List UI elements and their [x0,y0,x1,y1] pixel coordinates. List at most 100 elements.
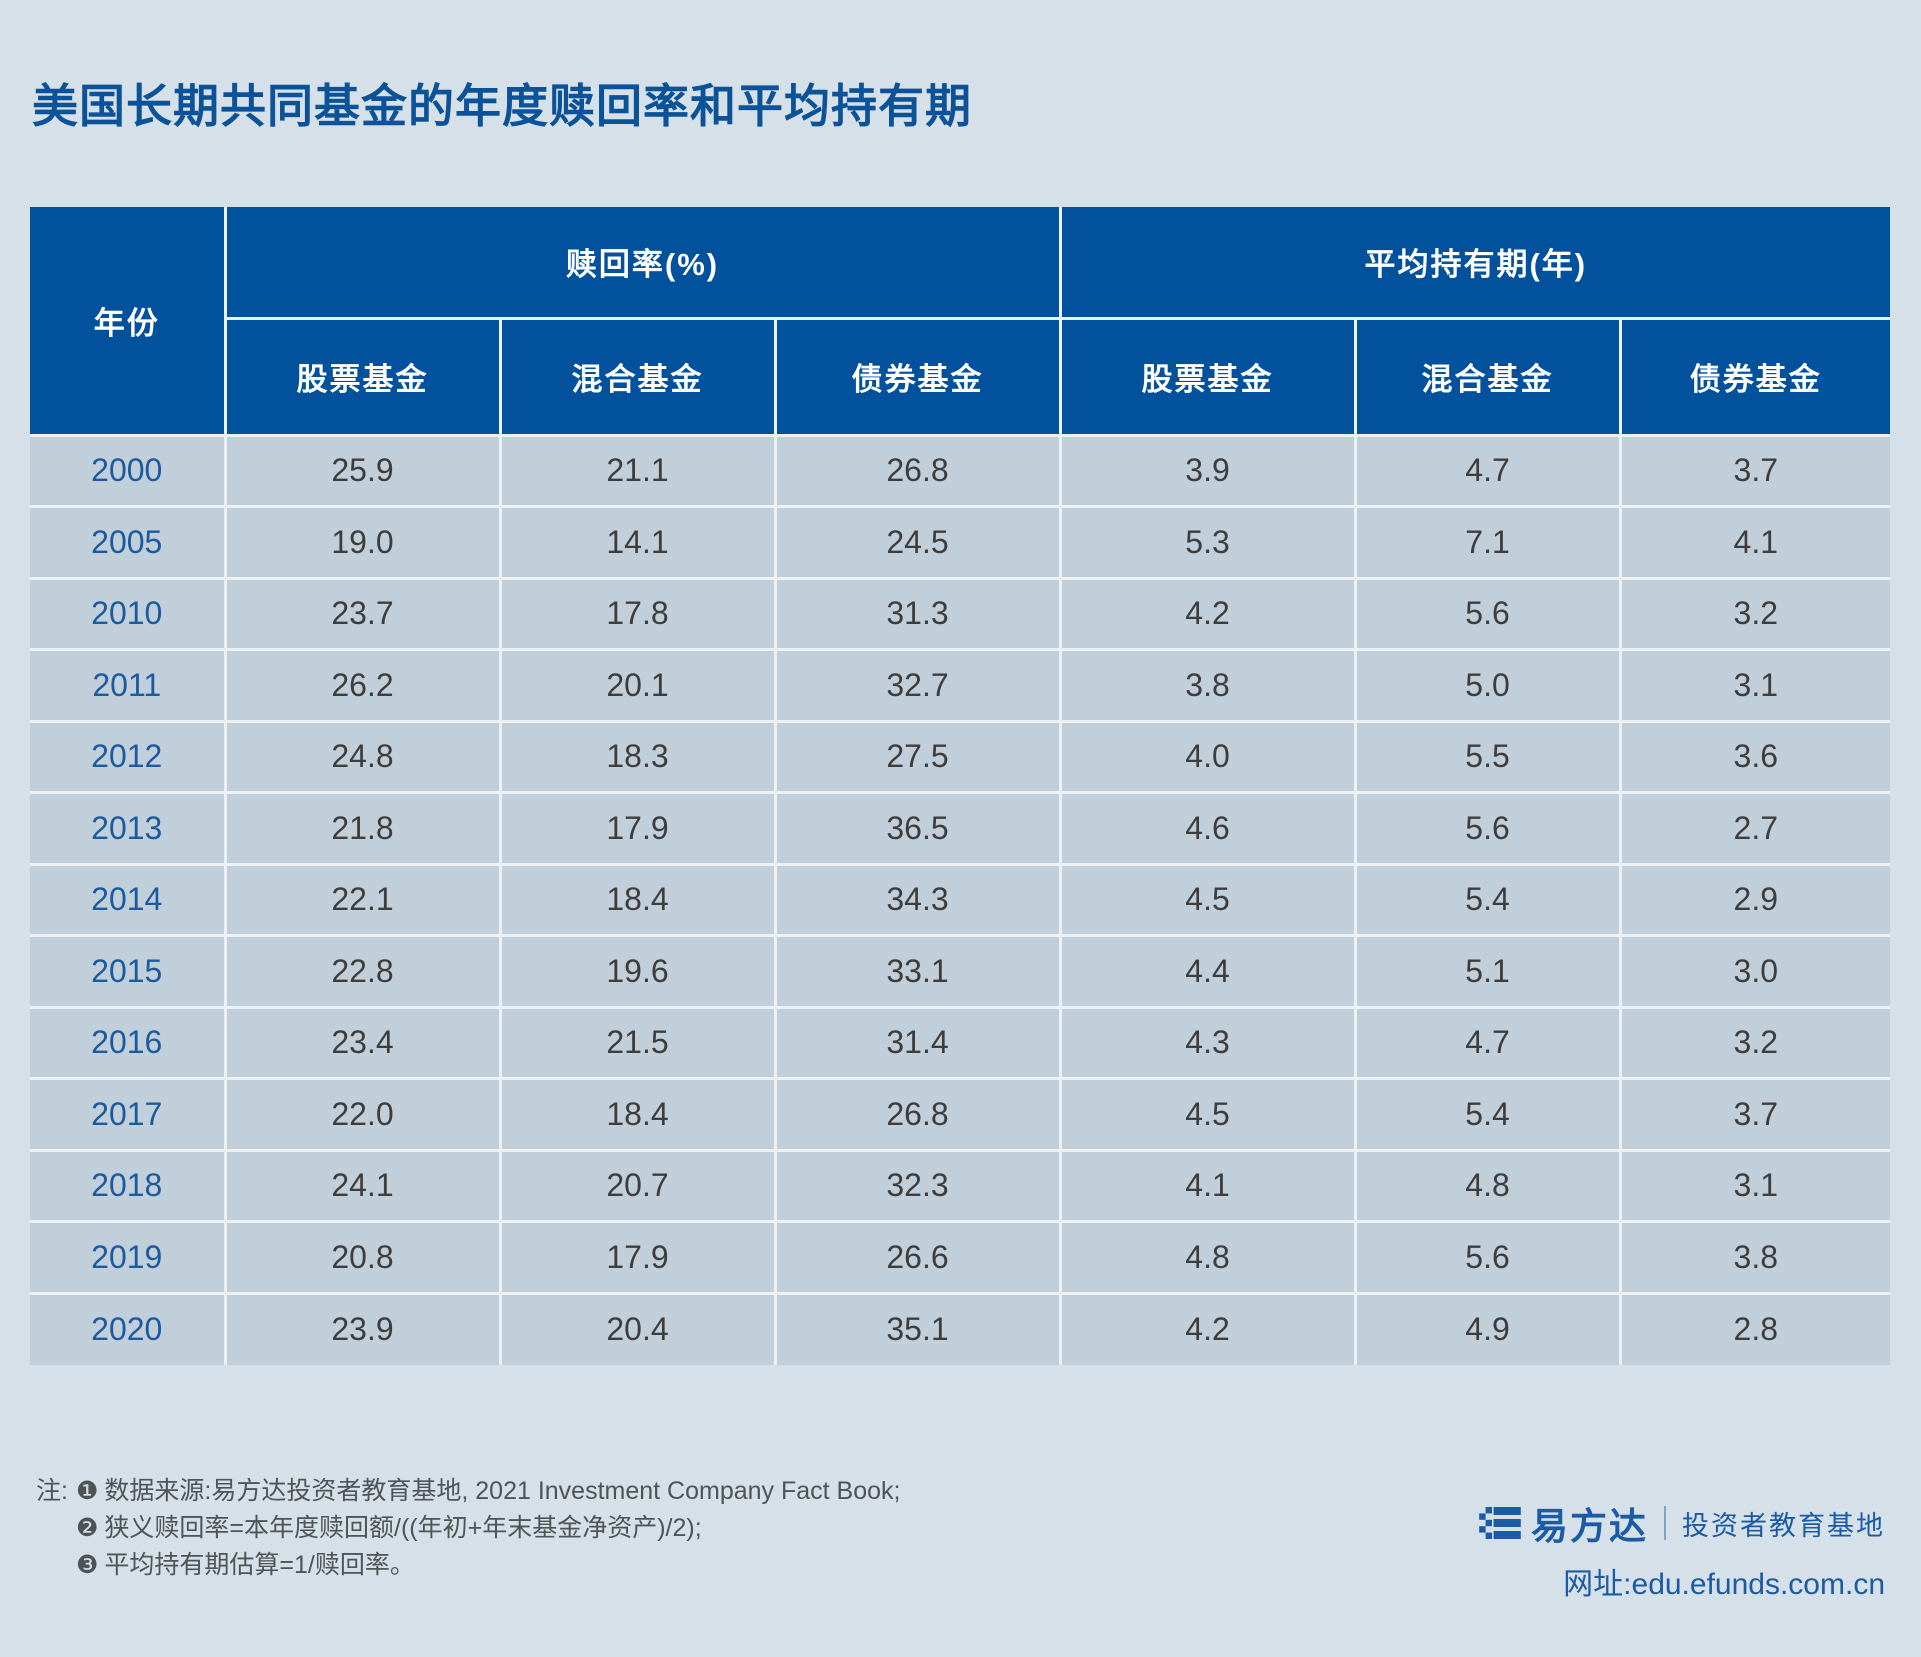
notes: 注: ❶ 数据来源:易方达投资者教育基地, 2021 Investment Comp… [36,1473,900,1584]
efunds-logo-icon [1479,1507,1521,1539]
value-cell: 17.8 [498,576,777,651]
year-cell: 2019 [28,1220,227,1295]
value-cell: 20.7 [498,1148,777,1223]
year-cell: 2011 [28,648,227,723]
value-cell: 19.6 [498,934,777,1009]
value-cell: 5.5 [1353,719,1622,794]
value-cell: 26.6 [773,1220,1062,1295]
value-cell: 5.6 [1353,791,1622,866]
value-cell: 4.8 [1353,1148,1622,1223]
value-cell: 24.1 [223,1148,502,1223]
note-text-1: 数据来源:易方达投资者教育基地, 2021 Investment Company… [104,1477,901,1505]
note-bullet-3: ❸ [76,1551,99,1579]
value-cell: 3.2 [1618,576,1892,651]
table-row: 2020 23.9 20.4 35.1 4.2 4.9 2.8 [28,1291,1892,1366]
value-cell: 36.5 [773,791,1062,866]
value-cell: 5.1 [1353,934,1622,1009]
brand-name: 易方达 [1531,1506,1648,1547]
value-cell: 4.3 [1058,1005,1357,1080]
page-title: 美国长期共同基金的年度赎回率和平均持有期 [32,80,972,132]
value-cell: 4.1 [1618,505,1892,580]
value-cell: 26.8 [773,1077,1062,1152]
value-cell: 32.7 [773,648,1062,723]
year-cell: 2017 [28,1077,227,1152]
holding-bond-header: 债券基金 [1618,316,1892,437]
value-cell: 3.1 [1618,1148,1892,1223]
value-cell: 4.4 [1058,934,1357,1009]
table-row: 2018 24.1 20.7 32.3 4.1 4.8 3.1 [28,1148,1892,1223]
header-sub-row: 股票基金 混合基金 债券基金 股票基金 混合基金 债券基金 [30,316,1892,437]
year-cell: 2016 [28,1005,227,1080]
table-row: 2010 23.7 17.8 31.3 4.2 5.6 3.2 [28,576,1892,651]
value-cell: 14.1 [498,505,777,580]
holding-group-header: 平均持有期(年) [1058,205,1892,320]
brand-suffix: 投资者教育基地 [1682,1510,1885,1541]
value-cell: 5.6 [1353,576,1622,651]
value-cell: 21.5 [498,1005,777,1080]
note-line-3: ❸ 平均持有期估算=1/赎回率。 [36,1547,900,1584]
year-cell: 2012 [28,719,227,794]
table-header: 年份 赎回率(%) 平均持有期(年) 股票基金 混合基金 债券基金 股票基金 混… [28,205,1892,437]
year-cell: 2018 [28,1148,227,1223]
value-cell: 18.4 [498,862,777,937]
value-cell: 5.4 [1353,862,1622,937]
value-cell: 20.4 [498,1291,777,1366]
note-line-2: ❷ 狭义赎回率=本年度赎回额/((年初+年末基金净资产)/2); [36,1510,900,1547]
value-cell: 17.9 [498,1220,777,1295]
redemption-hybrid-header: 混合基金 [498,316,777,437]
value-cell: 21.1 [498,433,777,508]
value-cell: 22.1 [223,862,502,937]
value-cell: 31.3 [773,576,1062,651]
value-cell: 35.1 [773,1291,1062,1366]
year-cell: 2005 [28,505,227,580]
value-cell: 18.4 [498,1077,777,1152]
value-cell: 33.1 [773,934,1062,1009]
value-cell: 24.5 [773,505,1062,580]
value-cell: 4.2 [1058,576,1357,651]
value-cell: 21.8 [223,791,502,866]
footer-brand-block: 易方达 投资者教育基地 网址:edu.efunds.com.cn [1479,1496,1885,1603]
year-cell: 2015 [28,934,227,1009]
redemption-bond-header: 债券基金 [773,316,1062,437]
value-cell: 3.9 [1058,433,1357,508]
table-row: 2016 23.4 21.5 31.4 4.3 4.7 3.2 [28,1005,1892,1080]
value-cell: 4.8 [1058,1220,1357,1295]
value-cell: 26.2 [223,648,502,723]
value-cell: 5.0 [1353,648,1622,723]
value-cell: 18.3 [498,719,777,794]
value-cell: 32.3 [773,1148,1062,1223]
brand-divider [1664,1506,1666,1540]
value-cell: 3.8 [1618,1220,1892,1295]
table-row: 2017 22.0 18.4 26.8 4.5 5.4 3.7 [28,1077,1892,1152]
value-cell: 19.0 [223,505,502,580]
table-row: 2000 25.9 21.1 26.8 3.9 4.7 3.7 [28,433,1892,508]
year-cell: 2020 [28,1291,227,1366]
table-container: 年份 赎回率(%) 平均持有期(年) 股票基金 混合基金 债券基金 股票基金 混… [28,205,1892,1366]
note-text-3: 平均持有期估算=1/赎回率。 [104,1551,415,1579]
value-cell: 34.3 [773,862,1062,937]
table-row: 2015 22.8 19.6 33.1 4.4 5.1 3.0 [28,934,1892,1009]
note-bullet-2: ❷ [76,1514,99,1542]
value-cell: 7.1 [1353,505,1622,580]
redemption-stock-header: 股票基金 [223,316,502,437]
value-cell: 23.7 [223,576,502,651]
value-cell: 31.4 [773,1005,1062,1080]
table-row: 2011 26.2 20.1 32.7 3.8 5.0 3.1 [28,648,1892,723]
data-table: 年份 赎回率(%) 平均持有期(年) 股票基金 混合基金 债券基金 股票基金 混… [28,205,1892,1366]
value-cell: 20.1 [498,648,777,723]
value-cell: 4.1 [1058,1148,1357,1223]
year-cell: 2000 [28,433,227,508]
value-cell: 4.7 [1353,1005,1622,1080]
year-cell: 2010 [28,576,227,651]
value-cell: 20.8 [223,1220,502,1295]
value-cell: 3.8 [1058,648,1357,723]
value-cell: 22.0 [223,1077,502,1152]
year-cell: 2014 [28,862,227,937]
value-cell: 2.7 [1618,791,1892,866]
note-line-1: 注: ❶ 数据来源:易方达投资者教育基地, 2021 Investment Comp… [36,1473,900,1510]
value-cell: 17.9 [498,791,777,866]
table-body: 2000 25.9 21.1 26.8 3.9 4.7 3.7 2005 19.… [28,433,1892,1366]
value-cell: 4.2 [1058,1291,1357,1366]
redemption-group-header: 赎回率(%) [223,205,1062,320]
